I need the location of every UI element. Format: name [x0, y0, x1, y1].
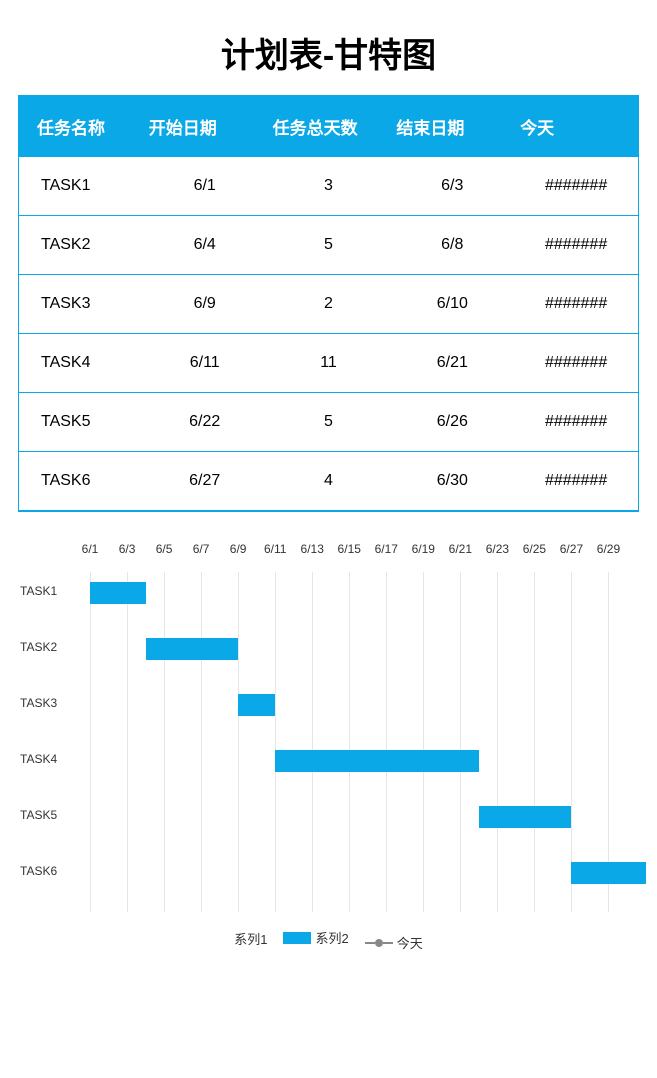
- table-cell: 2: [267, 275, 391, 334]
- table-cell: 5: [267, 393, 391, 452]
- x-tick: 6/25: [523, 542, 546, 556]
- gantt-row: TASK6: [90, 860, 627, 886]
- gantt-bar: [238, 694, 275, 716]
- table-cell: 3: [267, 157, 391, 216]
- table-cell: 6/27: [143, 452, 267, 511]
- schedule-table-wrap: 任务名称 开始日期 任务总天数 结束日期 今天 TASK16/136/3####…: [18, 95, 639, 512]
- x-tick: 6/17: [375, 542, 398, 556]
- schedule-table: 任务名称 开始日期 任务总天数 结束日期 今天 TASK16/136/3####…: [19, 96, 638, 511]
- legend-item: 系列1: [234, 929, 267, 948]
- col-header: 今天: [514, 96, 638, 157]
- table-row: TASK46/11116/21#######: [19, 334, 638, 393]
- gantt-row: TASK1: [90, 580, 627, 606]
- x-tick: 6/3: [119, 542, 136, 556]
- gantt-row: TASK2: [90, 636, 627, 662]
- page: 计划表-甘特图 任务名称 开始日期 任务总天数 结束日期 今天 TASK16/1…: [0, 0, 657, 972]
- x-tick: 6/15: [338, 542, 361, 556]
- table-cell: 6/11: [143, 334, 267, 393]
- table-cell: TASK2: [19, 216, 143, 275]
- table-cell: 6/30: [390, 452, 514, 511]
- x-tick: 6/21: [449, 542, 472, 556]
- table-cell: 5: [267, 216, 391, 275]
- col-header: 开始日期: [143, 96, 267, 157]
- table-cell: TASK3: [19, 275, 143, 334]
- table-cell: 6/1: [143, 157, 267, 216]
- x-tick: 6/19: [412, 542, 435, 556]
- gantt-row-label: TASK2: [20, 640, 80, 654]
- gantt-row-label: TASK5: [20, 808, 80, 822]
- x-tick: 6/7: [193, 542, 210, 556]
- legend-marker-icon: [365, 939, 393, 947]
- col-header: 结束日期: [390, 96, 514, 157]
- table-cell: TASK6: [19, 452, 143, 511]
- legend-label: 系列2: [315, 928, 348, 947]
- table-cell: 11: [267, 334, 391, 393]
- legend-label: 今天: [397, 933, 423, 952]
- table-cell: #######: [514, 216, 638, 275]
- legend-item: 今天: [365, 933, 423, 952]
- x-tick: 6/1: [82, 542, 99, 556]
- table-cell: 6/26: [390, 393, 514, 452]
- table-cell: #######: [514, 157, 638, 216]
- table-row: TASK16/136/3#######: [19, 157, 638, 216]
- table-cell: #######: [514, 334, 638, 393]
- col-header: 任务名称: [19, 96, 143, 157]
- gantt-row-label: TASK3: [20, 696, 80, 710]
- x-tick: 6/23: [486, 542, 509, 556]
- table-cell: TASK5: [19, 393, 143, 452]
- table-cell: TASK4: [19, 334, 143, 393]
- table-cell: 6/3: [390, 157, 514, 216]
- gantt-bar: [479, 806, 572, 828]
- table-cell: #######: [514, 393, 638, 452]
- table-cell: #######: [514, 275, 638, 334]
- table-cell: #######: [514, 452, 638, 511]
- gantt-bar: [146, 638, 239, 660]
- page-title: 计划表-甘特图: [0, 0, 657, 95]
- gantt-row-label: TASK4: [20, 752, 80, 766]
- x-tick: 6/13: [301, 542, 324, 556]
- x-tick: 6/5: [156, 542, 173, 556]
- x-tick: 6/9: [230, 542, 247, 556]
- table-row: TASK66/2746/30#######: [19, 452, 638, 511]
- table-cell: TASK1: [19, 157, 143, 216]
- legend-label: 系列1: [234, 929, 267, 948]
- table-cell: 6/9: [143, 275, 267, 334]
- gantt-row: TASK5: [90, 804, 627, 830]
- table-cell: 6/22: [143, 393, 267, 452]
- gantt-chart: 6/1 6/3 6/5 6/7 6/9 6/11 6/13 6/15 6/17 6/19 6/21 6…: [10, 542, 647, 972]
- table-cell: 6/10: [390, 275, 514, 334]
- gantt-bar: [275, 750, 479, 772]
- x-tick: 6/27: [560, 542, 583, 556]
- table-row: TASK56/2256/26#######: [19, 393, 638, 452]
- gantt-row: TASK3: [90, 692, 627, 718]
- x-tick: 6/29: [597, 542, 620, 556]
- col-header: 任务总天数: [267, 96, 391, 157]
- legend-item: 系列2: [283, 928, 348, 947]
- table-row: TASK36/926/10#######: [19, 275, 638, 334]
- table-row: TASK26/456/8#######: [19, 216, 638, 275]
- x-tick: 6/11: [264, 542, 286, 556]
- table-cell: 4: [267, 452, 391, 511]
- table-cell: 6/21: [390, 334, 514, 393]
- legend-swatch-icon: [283, 932, 311, 944]
- plot-area: TASK1 TASK2 TASK3 TASK4 TASK5 TASK6: [90, 572, 627, 912]
- gantt-bar: [571, 862, 645, 884]
- table-cell: 6/8: [390, 216, 514, 275]
- table-body: TASK16/136/3#######TASK26/456/8#######TA…: [19, 157, 638, 511]
- legend: 系列1 系列2 今天: [10, 928, 647, 952]
- gantt-row-label: TASK1: [20, 584, 80, 598]
- gantt-bar: [90, 582, 146, 604]
- gantt-row-label: TASK6: [20, 864, 80, 878]
- x-axis: 6/16/36/56/76/96/116/136/156/176/196/216…: [90, 542, 627, 564]
- table-header-row: 任务名称 开始日期 任务总天数 结束日期 今天: [19, 96, 638, 157]
- table-cell: 6/4: [143, 216, 267, 275]
- gantt-row: TASK4: [90, 748, 627, 774]
